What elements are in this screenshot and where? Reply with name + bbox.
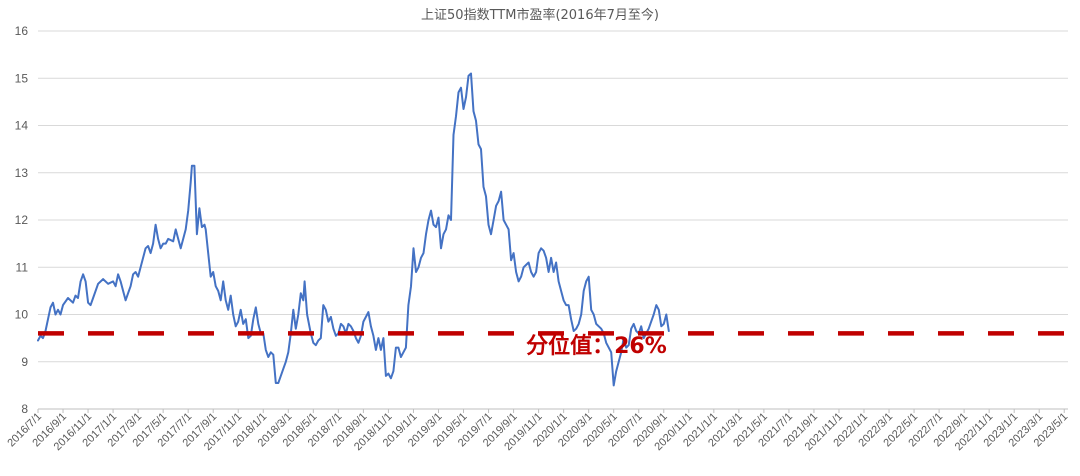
series-line-0 <box>37 72 670 387</box>
y-tick-label-9: 9 <box>21 355 28 369</box>
y-tick-label-16: 16 <box>15 24 29 38</box>
y-tick-label-13: 13 <box>15 166 29 180</box>
y-axis: 8 9 10 11 12 13 14 15 16 <box>15 24 29 416</box>
y-tick-label-11: 11 <box>16 260 29 274</box>
y-tick-label-15: 15 <box>15 71 29 85</box>
y-tick-label-10: 10 <box>15 308 29 322</box>
percentile-annotation: 分位值：26% <box>526 333 667 359</box>
series-layer <box>37 72 670 387</box>
y-tick-label-12: 12 <box>15 213 29 227</box>
y-tick-label-14: 14 <box>15 119 29 133</box>
chart-title: 上证50指数TTM市盈率(2016年7月至今) <box>421 7 659 23</box>
y-tick-label-8: 8 <box>21 402 28 416</box>
x-axis: 2016/7/12016/9/12016/11/12017/1/12017/3/… <box>5 409 1070 453</box>
